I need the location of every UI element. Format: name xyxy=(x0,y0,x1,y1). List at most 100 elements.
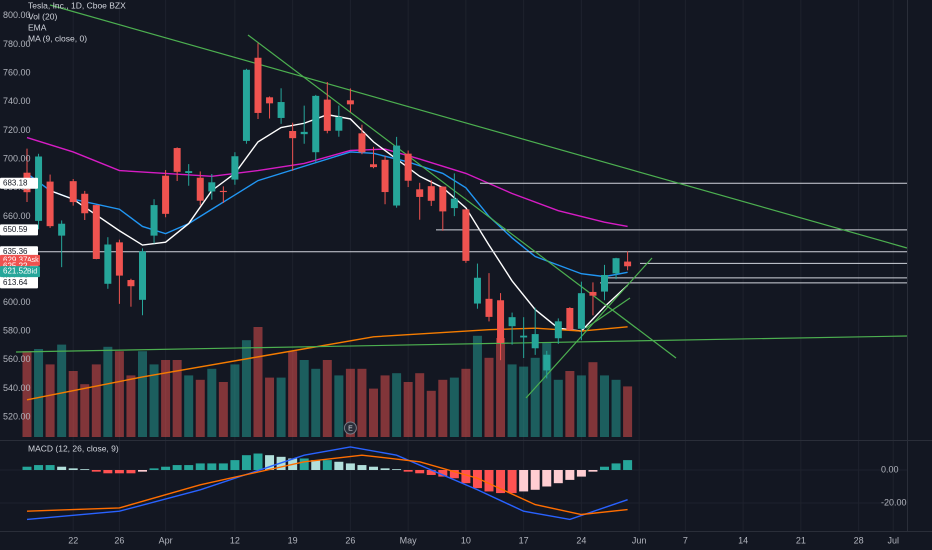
volume-bar xyxy=(126,375,136,437)
macd-histogram-bar xyxy=(195,463,205,471)
volume-bar xyxy=(588,362,598,437)
volume-bar xyxy=(218,382,228,437)
earnings-label: E xyxy=(348,425,353,432)
candle-body xyxy=(508,317,516,327)
macd-histogram-bar xyxy=(484,470,494,492)
level-tag: 650.59 xyxy=(3,225,28,234)
macd-histogram-bar xyxy=(623,460,633,471)
candle-body xyxy=(104,244,112,284)
macd-histogram-bar xyxy=(253,453,263,471)
candle-body xyxy=(127,280,135,287)
candle-body xyxy=(312,95,320,153)
volume-bar xyxy=(380,375,390,437)
macd-histogram-bar xyxy=(149,468,159,471)
indicator-line xyxy=(26,136,628,228)
macd-histogram-bar xyxy=(334,461,344,471)
macd-histogram-bar xyxy=(345,463,355,471)
volume-bar xyxy=(519,366,529,437)
indicator-line xyxy=(26,446,628,521)
volume-bar xyxy=(276,377,286,437)
volume-bar xyxy=(369,388,378,437)
candle-body xyxy=(439,186,447,212)
candle-body xyxy=(473,277,481,304)
candle-body xyxy=(543,354,551,371)
volume-bar xyxy=(57,344,67,437)
y-tick-label: 600.00 xyxy=(3,297,31,307)
volume-bar xyxy=(103,346,113,437)
candle-body xyxy=(335,116,343,131)
candle-body xyxy=(381,159,389,193)
volume-bar xyxy=(542,342,552,437)
macd-histogram-bar xyxy=(184,465,194,471)
x-tick-label: 21 xyxy=(796,535,806,545)
macd-tick-label: -20.00 xyxy=(881,497,907,507)
macd-histogram-bar xyxy=(103,470,113,474)
candle-body xyxy=(254,57,262,113)
volume-bar xyxy=(438,379,448,437)
candle-body xyxy=(173,148,181,172)
candle-body xyxy=(69,181,77,203)
indicator-layer xyxy=(26,113,629,401)
candle-body xyxy=(300,131,308,135)
price-tag: 625.22 xyxy=(3,261,28,270)
trend-line xyxy=(15,335,908,353)
volume-bar xyxy=(241,340,251,437)
candle-body xyxy=(196,177,204,201)
candle-body xyxy=(150,205,158,236)
macd-histogram-bar xyxy=(542,470,552,487)
volume-bar xyxy=(565,371,575,437)
candle-body xyxy=(612,258,620,274)
x-tick-label: 7 xyxy=(683,535,688,545)
volume-bar xyxy=(530,357,540,437)
macd-histogram-bar xyxy=(91,470,101,472)
price-tag: 629.37 xyxy=(3,255,28,264)
candle-body xyxy=(601,274,608,292)
candle-body xyxy=(531,334,539,349)
indicator-label: Vol (20) xyxy=(28,11,57,21)
volume-bar xyxy=(207,368,217,437)
candle-body xyxy=(139,251,146,300)
volume-bar xyxy=(311,368,321,437)
macd-histogram-bar xyxy=(507,470,517,494)
candle-layer: E xyxy=(23,43,632,435)
macd-histogram-bar xyxy=(172,465,182,471)
candle-body xyxy=(416,189,424,197)
candle-body xyxy=(404,153,412,181)
macd-histogram-bar xyxy=(449,470,459,479)
macd-histogram-bar xyxy=(600,466,609,471)
macd-histogram-bar xyxy=(114,470,124,474)
candle-body xyxy=(289,130,297,139)
y-tick-label: 700.00 xyxy=(3,153,31,163)
x-tick-label: 17 xyxy=(519,535,529,545)
candle-body xyxy=(35,156,43,221)
macd-title: MACD (12, 26, close, 9) xyxy=(28,443,119,453)
volume-bar xyxy=(334,375,344,437)
volume-bar xyxy=(265,377,275,437)
candle-body xyxy=(462,209,470,261)
volume-bar xyxy=(230,364,240,437)
price-tag-name: Bid xyxy=(27,268,37,275)
trend-line xyxy=(49,4,908,249)
candle-body xyxy=(393,145,401,206)
candle-body xyxy=(589,291,597,296)
y-tick-label: 760.00 xyxy=(3,67,31,77)
level-tag-box xyxy=(0,277,38,289)
macd-histogram-bar xyxy=(80,469,90,471)
volume-bar xyxy=(461,368,471,437)
macd-histogram-bar xyxy=(311,460,321,471)
trend-line xyxy=(585,297,631,329)
level-tag: 683.18 xyxy=(3,178,28,187)
macd-histogram-bar xyxy=(588,470,598,472)
volume-bar xyxy=(138,351,147,437)
candle-body xyxy=(323,99,331,131)
level-tag: 613.64 xyxy=(3,278,28,287)
candle-body xyxy=(46,181,54,227)
macd-histogram-bar xyxy=(299,458,309,471)
x-tick-label: 14 xyxy=(738,535,748,545)
volume-bar xyxy=(91,364,101,437)
volume-bar xyxy=(403,382,413,437)
macd-tick-label: 0.00 xyxy=(881,464,899,474)
level-tag: 635.36 xyxy=(3,247,28,256)
